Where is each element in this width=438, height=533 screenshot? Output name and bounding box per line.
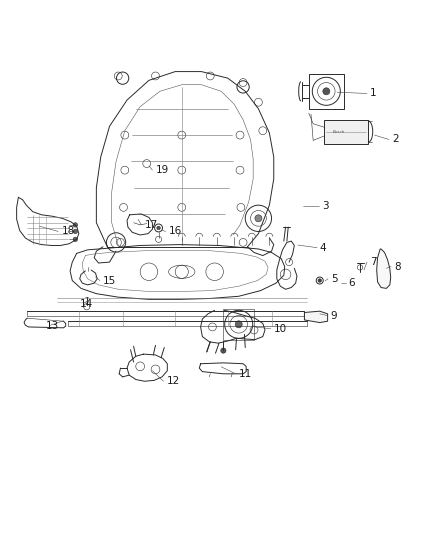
Text: 7: 7 <box>370 257 377 267</box>
Text: 10: 10 <box>274 324 287 334</box>
Text: Bosch: Bosch <box>333 130 346 134</box>
Circle shape <box>157 226 160 230</box>
Polygon shape <box>377 249 391 288</box>
Text: 5: 5 <box>331 274 337 284</box>
Circle shape <box>73 223 78 227</box>
Circle shape <box>73 237 78 241</box>
Text: 19: 19 <box>155 165 169 175</box>
Circle shape <box>235 321 242 328</box>
Polygon shape <box>304 311 328 322</box>
Circle shape <box>255 215 262 222</box>
Text: 4: 4 <box>320 243 326 253</box>
Text: 9: 9 <box>331 311 337 320</box>
Text: 17: 17 <box>145 220 158 230</box>
FancyBboxPatch shape <box>324 119 368 143</box>
Text: 6: 6 <box>348 278 355 288</box>
Text: 3: 3 <box>322 201 328 211</box>
Circle shape <box>221 348 226 353</box>
Text: 11: 11 <box>239 369 252 379</box>
Text: 14: 14 <box>80 298 93 309</box>
Text: 15: 15 <box>103 276 116 286</box>
Text: 12: 12 <box>166 376 180 386</box>
Text: 1: 1 <box>370 88 377 99</box>
Text: 18: 18 <box>61 227 74 237</box>
Text: 16: 16 <box>169 227 182 237</box>
Circle shape <box>318 279 321 282</box>
Text: 8: 8 <box>394 262 401 271</box>
Circle shape <box>73 229 78 233</box>
Text: 2: 2 <box>392 134 399 144</box>
Text: 13: 13 <box>46 321 59 330</box>
Circle shape <box>323 88 330 95</box>
